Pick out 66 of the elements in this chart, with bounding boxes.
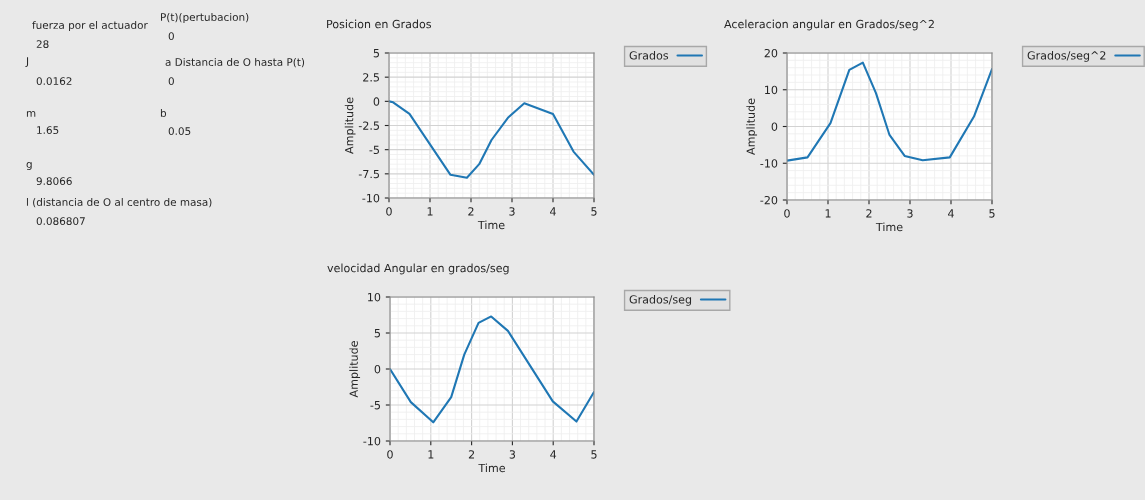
x-axis-title: Time [875,222,903,232]
legend-label: Grados [629,51,669,60]
text: b [160,108,167,118]
x-tick-label: 5 [989,209,995,218]
x-tick-label: 2 [468,207,474,216]
x-axis-title: Time [478,463,505,473]
legend-label: Grados/seg [629,295,692,306]
x-tick-label: 5 [591,450,597,459]
x-tick-label: 3 [509,207,515,216]
text: 9.8066 [36,177,72,186]
y-tick-label: -2.5 [358,121,379,130]
y-axis-title: Amplitude [344,97,356,154]
chart-title: Aceleracion angular en Grados/seg^2 [724,19,934,31]
x-tick-label: 0 [784,209,790,218]
text: m [26,111,36,117]
line-series [389,100,594,179]
legend-label: Grados/seg^2 [1027,51,1106,62]
text: fuerza por el actuador [32,20,148,32]
x-tick-label: 1 [428,450,434,459]
x-tick-label: 4 [550,450,557,459]
chart-title: Posicion en Grados [327,19,432,29]
text: 28 [36,40,49,49]
x-tick-label: 4 [948,209,954,218]
y-tick-label: -10 [760,159,778,168]
y-tick-label: 5 [374,329,380,338]
text: 0.0162 [36,77,72,86]
y-tick-label: -7.5 [358,169,379,179]
x-tick-label: 0 [387,450,393,459]
y-tick-label: 2.5 [363,73,379,82]
y-tick-label: 0 [771,122,778,131]
y-axis-title: Amplitude [746,98,758,155]
text: P(t)(pertubacion) [161,12,249,24]
x-tick-label: 3 [509,450,516,459]
x-tick-label: 4 [550,207,556,216]
text: J [25,57,29,67]
text: 0.05 [168,127,191,136]
text: 0.086807 [36,217,85,226]
y-tick-label: -10 [363,436,381,446]
y-tick-label: -5 [369,145,379,155]
y-tick-label: 0 [374,364,381,374]
x-tick-label: 3 [907,209,913,218]
line-series [787,61,992,162]
x-axis-title: Time [477,220,505,230]
x-tick-label: 2 [866,209,872,218]
x-tick-label: 2 [468,450,475,459]
x-tick-label: 5 [591,207,597,216]
y-tick-label: -20 [760,195,778,205]
x-tick-label: 1 [825,209,831,218]
y-tick-label: 20 [764,48,778,58]
text: 1.65 [37,126,59,135]
y-tick-label: 0 [373,97,380,106]
y-tick-label: 10 [368,292,381,302]
text: l (distancia de O al centro de masa) [26,197,212,208]
text: a Distancia de O hasta P(t) [165,57,305,68]
text: g [26,162,32,171]
y-tick-label: -10 [362,193,380,203]
text: 0 [168,32,174,41]
y-tick-label: -5 [370,401,380,410]
y-tick-label: 10 [765,85,778,95]
x-tick-label: 1 [427,207,433,216]
line-series [390,315,594,424]
x-tick-label: 0 [386,207,392,216]
y-axis-title: Amplitude [349,341,361,398]
chart-title: velocidad Angular en grados/seg [327,263,509,275]
text: 0 [168,77,174,86]
y-tick-label: 5 [373,49,379,58]
